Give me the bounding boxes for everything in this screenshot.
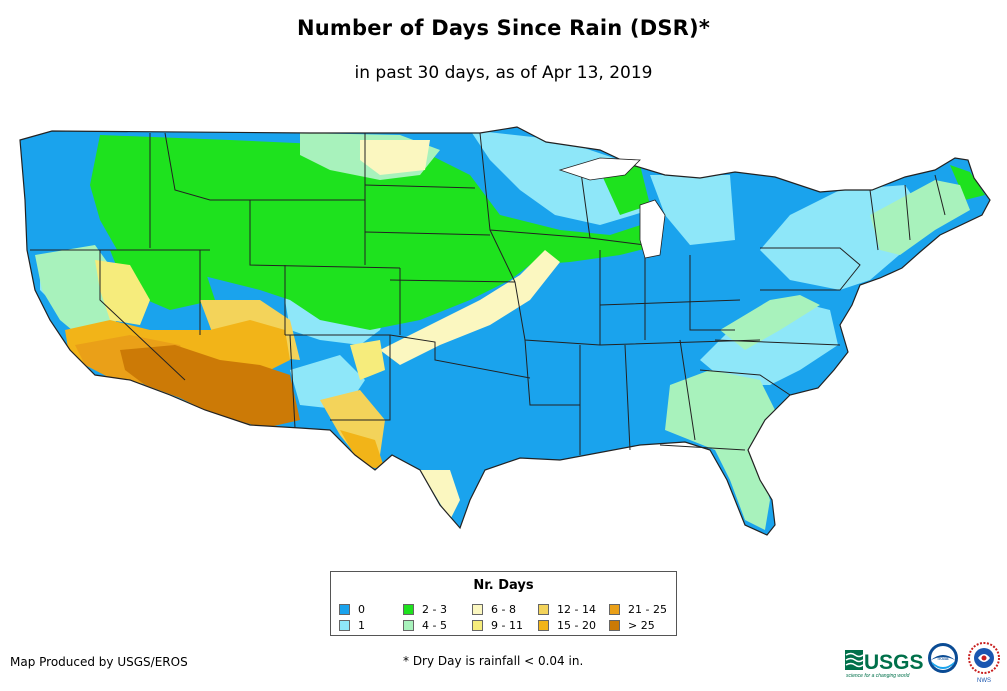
border-wi-il bbox=[579, 164, 646, 246]
usgs-tagline: science for a changing world bbox=[846, 673, 910, 679]
border-ia-mo bbox=[489, 229, 601, 346]
us-dsr-map bbox=[19, 126, 991, 536]
zone-2-3-days-maine bbox=[950, 165, 985, 200]
legend-label: 15 - 20 bbox=[557, 619, 596, 632]
zone-6-8-days-texas bbox=[420, 470, 460, 520]
legend-item: 2 - 3 bbox=[403, 603, 447, 616]
us-outline bbox=[19, 126, 991, 536]
legend-label: 0 bbox=[358, 603, 365, 616]
legend-label: 6 - 8 bbox=[491, 603, 516, 616]
legend-label: 1 bbox=[358, 619, 365, 632]
footnote-text: * Dry Day is rainfall < 0.04 in. bbox=[403, 654, 584, 668]
legend-item: 1 bbox=[339, 619, 365, 632]
legend-swatch bbox=[403, 604, 414, 615]
legend-label: 4 - 5 bbox=[422, 619, 447, 632]
border-wy-co bbox=[249, 200, 401, 269]
legend-label: 21 - 25 bbox=[628, 603, 667, 616]
legend-label: > 25 bbox=[628, 619, 655, 632]
border-il-in bbox=[599, 250, 646, 345]
legend-swatch bbox=[339, 620, 350, 631]
nws-text: NWS bbox=[977, 678, 991, 684]
legend-swatch bbox=[339, 604, 350, 615]
border-ms-al bbox=[579, 339, 696, 455]
legend-swatch bbox=[403, 620, 414, 631]
legend-label: 9 - 11 bbox=[491, 619, 523, 632]
zone-4-5-days-southeast bbox=[665, 370, 775, 530]
legend-swatch bbox=[609, 604, 620, 615]
usgs-logo: USGS science for a changing world bbox=[845, 650, 924, 679]
nws-center-dot bbox=[981, 655, 987, 661]
zone-4-5-days-ohio-valley bbox=[720, 295, 820, 350]
border-id-mt bbox=[164, 132, 250, 201]
noaa-water bbox=[932, 662, 954, 669]
logos-group: USGS science for a changing world noaa N… bbox=[845, 642, 1000, 684]
noaa-bird-icon bbox=[931, 655, 955, 660]
state-boundaries bbox=[19, 126, 991, 536]
border-new-england bbox=[869, 174, 946, 251]
legend-item: 4 - 5 bbox=[403, 619, 447, 632]
lake-superior bbox=[558, 157, 641, 181]
border-az-nm bbox=[289, 334, 296, 429]
zone-1-day-michigan bbox=[650, 175, 735, 245]
zone-over-25-days-arizona bbox=[120, 345, 300, 428]
noaa-logo: noaa bbox=[928, 643, 958, 673]
legend-swatch bbox=[538, 620, 549, 631]
usgs-wave-lines bbox=[845, 652, 864, 668]
zone-6-8-days-dakota bbox=[360, 140, 430, 175]
zone-1-day-upper-midwest bbox=[470, 130, 650, 225]
noaa-inner-circle bbox=[931, 646, 955, 670]
border-nm-tx bbox=[285, 334, 391, 421]
border-mo-ar bbox=[524, 339, 580, 406]
border-sd-ne bbox=[364, 184, 476, 189]
border-va-nc bbox=[714, 339, 841, 346]
legend-item: > 25 bbox=[609, 619, 655, 632]
credit-text: Map Produced by USGS/EROS bbox=[10, 655, 188, 669]
legend-item: 0 bbox=[339, 603, 365, 616]
legend-label: 2 - 3 bbox=[422, 603, 447, 616]
legend-swatch bbox=[538, 604, 549, 615]
border-pa-ny bbox=[760, 247, 861, 291]
legend-item: 12 - 14 bbox=[538, 603, 596, 616]
map-subtitle: in past 30 days, as of Apr 13, 2019 bbox=[354, 63, 653, 83]
border-oh bbox=[689, 255, 735, 331]
legend-swatch bbox=[472, 604, 483, 615]
legend-box: Nr. Days 0 1 2 - 3 4 - 5 6 - 8 9 - 11 12 - 14 1… bbox=[330, 571, 677, 636]
zone-6-8-days-southern-plains bbox=[380, 250, 560, 365]
border-ne-ks bbox=[364, 231, 491, 236]
legend-swatch bbox=[609, 620, 620, 631]
zone-9-11-days-colorado bbox=[350, 340, 385, 380]
border-ks-ok bbox=[389, 279, 516, 283]
border-ok-tx bbox=[389, 334, 531, 379]
nws-logo: NWS bbox=[968, 642, 1000, 684]
map-title: Number of Days Since Rain (DSR)* bbox=[296, 16, 711, 40]
legend-item: 21 - 25 bbox=[609, 603, 667, 616]
border-fl bbox=[659, 444, 746, 451]
zone-4-5-days-new-england bbox=[870, 180, 970, 255]
lake-michigan bbox=[639, 199, 666, 259]
noaa-text: noaa bbox=[937, 656, 948, 662]
legend-label: 12 - 14 bbox=[557, 603, 596, 616]
legend-item: 15 - 20 bbox=[538, 619, 596, 632]
legend-item: 9 - 11 bbox=[472, 619, 523, 632]
zone-15-20-days-texas-west bbox=[340, 430, 385, 470]
border-ga-sc bbox=[699, 369, 791, 396]
legend-title: Nr. Days bbox=[473, 578, 534, 593]
legend-item: 6 - 8 bbox=[472, 603, 516, 616]
border-ca-nv bbox=[99, 250, 186, 381]
usgs-logo-text: USGS bbox=[864, 651, 924, 674]
legend-swatch bbox=[472, 620, 483, 631]
